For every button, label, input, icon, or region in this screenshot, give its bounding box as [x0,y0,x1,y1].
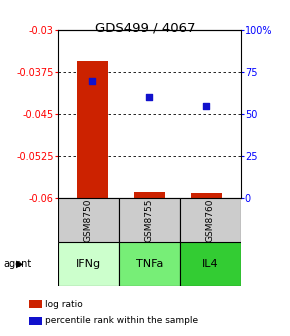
Text: TNFa: TNFa [136,259,163,269]
Text: GSM8755: GSM8755 [145,198,154,242]
Bar [180,242,241,286]
Bar [119,242,180,286]
Bar [119,198,180,242]
Point [90,78,95,83]
Bar [180,198,241,242]
Text: GSM8760: GSM8760 [206,198,215,242]
Bar [58,242,119,286]
Bar [77,61,108,198]
Bar [191,193,222,198]
Text: GDS499 / 4067: GDS499 / 4067 [95,22,195,35]
Text: ▶: ▶ [16,259,23,269]
Text: log ratio: log ratio [45,300,83,308]
Point [147,95,152,100]
Text: percentile rank within the sample: percentile rank within the sample [45,317,198,325]
Bar [58,198,119,242]
Text: agent: agent [3,259,31,269]
Text: GSM8750: GSM8750 [84,198,93,242]
Text: IFNg: IFNg [76,259,101,269]
Point [204,103,209,109]
Text: IL4: IL4 [202,259,219,269]
Bar [134,192,165,198]
